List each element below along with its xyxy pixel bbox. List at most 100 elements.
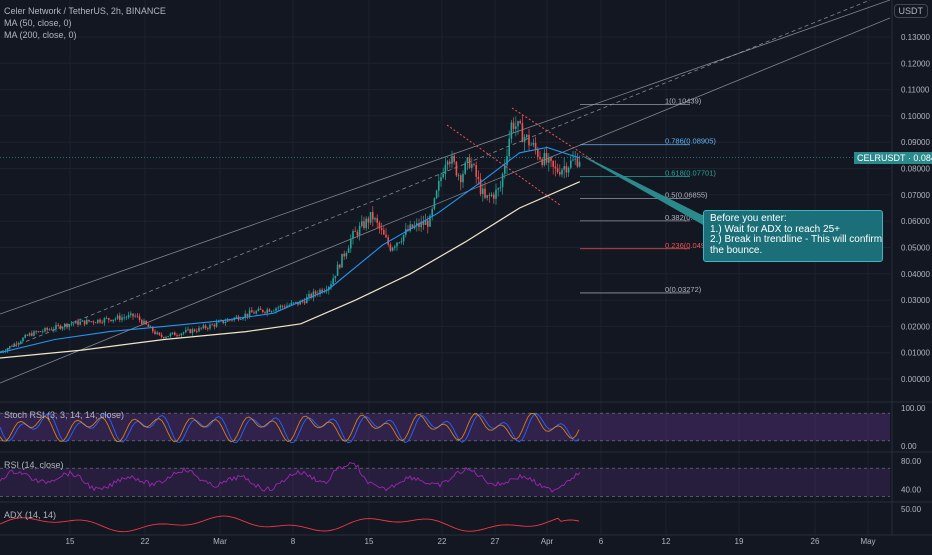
candle-down [545,152,548,163]
y-tick-label: 0.02000 [901,322,930,331]
candle-down [174,332,176,336]
candle-down [455,161,458,176]
candle-up [42,331,44,333]
candle-up [48,329,51,331]
y-tick-label: 0.06000 [901,217,930,226]
candle-down [207,328,209,329]
candle-up [490,194,493,196]
candle-up [561,169,563,175]
candle-down [59,325,62,329]
candle-up [442,174,444,178]
candle-up [244,313,246,318]
fib-level-label: 1(0.10439) [665,96,702,105]
candle-up [270,310,273,312]
candle-down [119,315,121,320]
candle-up [143,320,145,325]
candle-up [55,325,57,330]
candle-down [473,164,475,166]
candle-down [556,168,559,172]
candle-up [352,231,354,239]
candle-up [123,317,125,319]
candle-up [570,160,572,168]
candle-down [88,319,90,322]
candle-down [132,313,134,317]
candle-up [416,223,418,226]
channel-lower-line [0,17,891,384]
candle-up [336,264,339,276]
candle-down [303,301,306,304]
candle-down [196,331,198,333]
candle-up [332,278,334,285]
currency-button[interactable]: USDT [893,4,928,18]
candle-up [86,319,88,325]
candle-up [209,324,211,329]
candle-up [532,143,535,145]
candle-up [464,162,466,174]
candle-up [482,188,484,194]
candle-up [275,308,277,311]
adx-legend: ADX (14, 14) [4,510,57,520]
candle-down [189,329,191,334]
y-tick-label: 0.10000 [901,112,930,121]
x-tick-label: 15 [365,537,374,546]
candle-down [539,156,541,160]
candle-up [156,332,158,335]
candle-down [99,319,101,323]
candle-up [24,334,26,338]
candle-up [121,317,123,320]
candle-up [369,212,372,223]
note-line-1: 1.) Wait for ADX to reach 25+ [710,223,840,235]
candle-down [343,253,345,257]
candle-down [422,221,425,225]
candle-up [75,320,77,324]
candle-up [295,301,297,303]
candle-up [22,337,24,342]
candle-up [396,242,398,247]
candle-down [559,171,561,175]
candle-down [222,320,224,324]
candle-up [125,317,128,319]
candle-up [242,317,244,320]
candle-down [35,331,37,333]
candle-up [20,341,22,343]
candle-up [149,326,152,328]
candle-up [508,138,510,157]
candle-up [248,310,251,317]
x-tick-label: 27 [491,537,500,546]
candle-up [499,187,502,189]
candle-down [259,308,262,310]
candle-up [169,333,172,337]
candle-up [523,136,526,142]
candle-up [504,165,506,174]
candle-down [94,322,97,324]
candle-down [136,315,139,317]
candle-up [28,333,31,336]
candle-up [462,173,464,183]
fib-level-label: 0.5(0.06855) [665,191,708,200]
candle-up [116,315,119,319]
trendline-resistance-1 [446,124,561,206]
fib-level-label: 0.618(0.07701) [665,168,716,177]
candle-down [178,335,180,337]
candle-up [330,284,332,287]
candle-up [334,275,337,279]
candle-up [114,318,117,320]
candle-down [204,325,207,329]
candle-down [484,188,486,198]
candle-up [191,329,194,334]
x-tick-label: Mar [213,537,227,546]
candle-down [385,234,387,238]
candle-down [468,157,471,168]
ma200-line [0,181,581,359]
candle-down [284,306,286,308]
candle-down [57,325,59,326]
candle-up [347,248,350,253]
candle-up [391,247,394,251]
y-tick-label: 0.09000 [901,138,930,147]
candle-down [213,324,216,327]
candle-up [72,323,75,325]
candle-down [387,237,389,245]
candle-up [341,253,343,268]
